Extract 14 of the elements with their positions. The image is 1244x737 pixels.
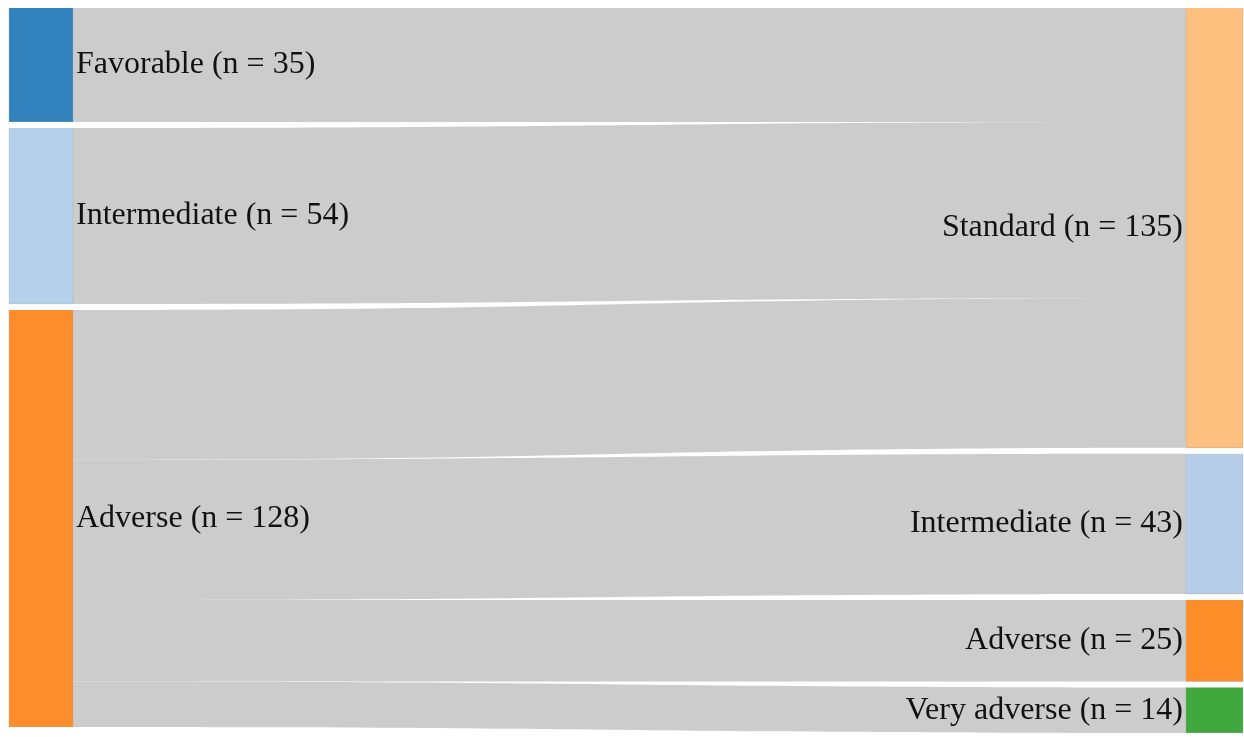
data-label: (n = 54) [245, 195, 350, 232]
category-label: Favorable [76, 44, 204, 81]
category-label: Very adverse [905, 689, 1072, 726]
data-label: (n = 43) [1079, 503, 1183, 540]
data-label: (n = 135) [1063, 207, 1183, 244]
category-label: Adverse [76, 497, 183, 534]
data-label: (n = 25) [1079, 620, 1183, 657]
category-label: Adverse [965, 620, 1072, 657]
category-label: Intermediate [76, 195, 238, 232]
data-label: (n = 128) [190, 497, 310, 534]
category-label: Standard [941, 207, 1056, 244]
data-label: (n = 14) [1079, 689, 1183, 726]
data-label: (n = 35) [211, 44, 316, 81]
category-label: Intermediate [909, 503, 1072, 540]
